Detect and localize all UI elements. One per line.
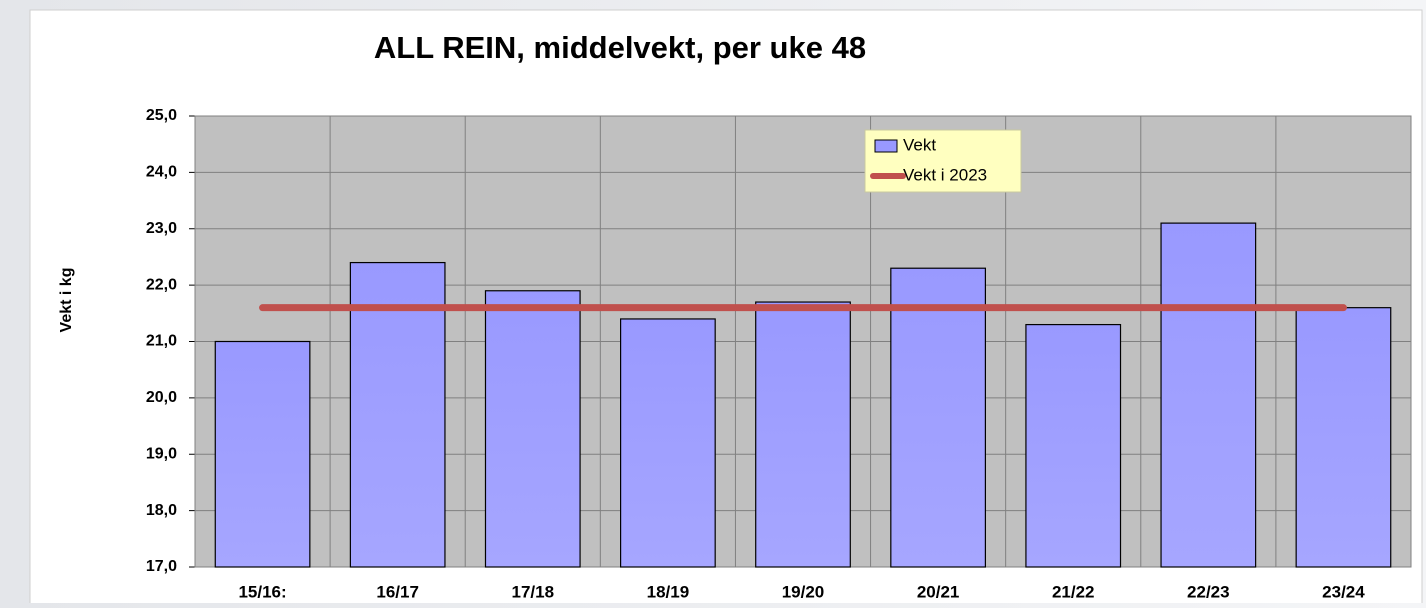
x-tick-label: 21/22 xyxy=(1052,582,1095,601)
y-tick-label: 23,0 xyxy=(146,220,177,237)
x-tick-label: 16/17 xyxy=(376,582,419,601)
bar xyxy=(1295,307,1392,568)
legend-label: Vekt i 2023 xyxy=(903,165,987,184)
bar xyxy=(214,340,311,568)
y-tick-label: 17,0 xyxy=(146,558,177,575)
x-tick-label: 23/24 xyxy=(1322,582,1365,601)
legend-swatch xyxy=(874,139,898,153)
x-tick-label: 19/20 xyxy=(782,582,825,601)
bar xyxy=(484,290,581,568)
y-tick-label: 19,0 xyxy=(146,445,177,462)
x-tick-label: 17/18 xyxy=(512,582,555,601)
x-tick-label: 22/23 xyxy=(1187,582,1230,601)
bar xyxy=(1025,323,1122,568)
y-tick-label: 25,0 xyxy=(146,107,177,124)
legend-label: Vekt xyxy=(903,135,936,154)
y-tick-label: 18,0 xyxy=(146,502,177,519)
y-tick-label: 21,0 xyxy=(146,333,177,350)
bar xyxy=(755,301,851,568)
bar xyxy=(619,318,716,568)
y-tick-label: 20,0 xyxy=(146,389,177,406)
bar xyxy=(349,261,446,568)
chart-title: ALL REIN, middelvekt, per uke 48 xyxy=(374,30,866,65)
bar xyxy=(890,267,986,568)
x-tick-label: 20/21 xyxy=(917,582,960,601)
bar xyxy=(1160,222,1257,568)
y-tick-label: 24,0 xyxy=(146,164,177,181)
x-tick-label: 18/19 xyxy=(647,582,690,601)
x-tick-label: 15/16: xyxy=(238,582,286,601)
y-tick-label: 22,0 xyxy=(146,276,177,293)
y-axis-label: Vekt i kg xyxy=(58,268,75,333)
